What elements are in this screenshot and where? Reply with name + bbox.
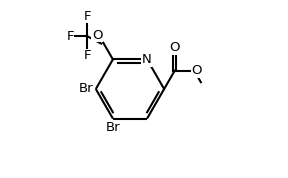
Text: O: O	[191, 64, 202, 77]
Text: F: F	[83, 10, 91, 23]
Text: N: N	[142, 53, 152, 66]
Text: F: F	[67, 30, 74, 43]
Text: Br: Br	[79, 82, 93, 96]
Text: O: O	[92, 29, 103, 42]
Text: O: O	[169, 41, 180, 54]
Text: Br: Br	[106, 121, 120, 134]
Text: F: F	[83, 49, 91, 62]
